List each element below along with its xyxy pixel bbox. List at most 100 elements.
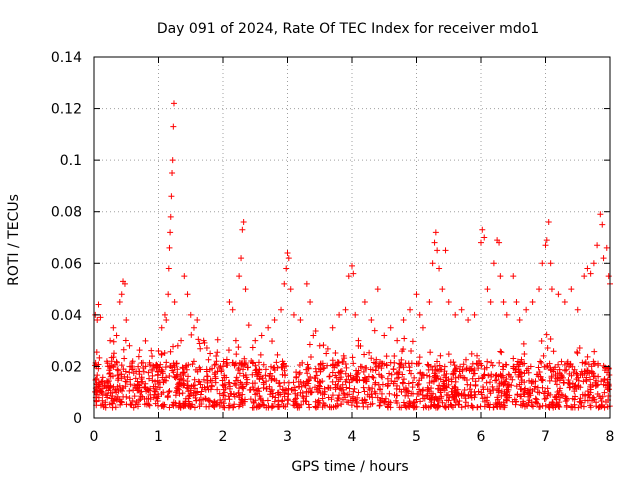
data-point [349,354,356,361]
y-tick-label: 0.04 [51,308,82,324]
data-point [350,270,357,277]
data-point [534,371,541,378]
data-point [543,395,550,402]
data-point [257,351,264,358]
data-point [118,388,125,395]
data-point [426,373,433,380]
data-point [399,348,406,355]
data-point [220,386,227,393]
data-point [488,373,495,380]
data-point [344,391,351,398]
data-point [320,342,327,349]
data-point [545,219,552,226]
data-point [142,337,149,344]
data-point [563,404,570,411]
data-point [400,399,407,406]
data-point [102,390,109,397]
data-point [384,382,391,389]
data-point [394,337,401,344]
chart-title: Day 091 of 2024, Rate Of TEC Index for r… [157,21,539,37]
data-point [123,317,130,324]
data-point [447,359,454,366]
data-point [94,372,101,379]
data-point [539,260,546,267]
data-point [321,385,328,392]
data-point [472,391,479,398]
data-point [507,373,514,380]
data-point [107,364,114,371]
data-point [269,403,276,410]
data-point [509,398,516,405]
data-point [229,306,236,313]
data-point [555,391,562,398]
data-point [576,345,583,352]
grid [94,57,610,418]
x-axis-label: GPS time / hours [291,459,408,475]
data-point [569,404,576,411]
data-point [332,402,339,409]
data-point [471,370,478,377]
data-point [238,396,245,403]
data-point [214,386,221,393]
data-point [343,398,350,405]
data-point [227,383,234,390]
data-point [253,366,260,373]
data-point [534,400,541,407]
x-tick-label: 6 [477,429,486,445]
data-point [429,260,436,267]
data-point [536,286,543,293]
data-point [277,383,284,390]
data-point [593,377,600,384]
data-point [267,388,274,395]
data-point [169,170,176,177]
data-point [426,298,433,305]
data-point [139,378,146,385]
data-point [166,404,173,411]
data-point [463,366,470,373]
data-point [465,391,472,398]
data-point [544,344,551,351]
data-point [299,359,306,366]
data-point [271,367,278,374]
data-point [304,370,311,377]
data-point [599,221,606,228]
data-point [336,385,343,392]
data-point [510,273,517,280]
data-point [357,363,364,370]
data-point [452,311,459,318]
data-point [553,381,560,388]
data-point [529,403,536,410]
data-point [299,393,306,400]
data-point [360,384,367,391]
data-point [160,379,167,386]
data-point [111,350,118,357]
data-point [563,366,570,373]
data-point [581,391,588,398]
data-point [236,385,243,392]
data-point [136,347,143,354]
data-point [158,350,165,357]
data-point [361,298,368,305]
data-point [174,342,181,349]
data-point [109,389,116,396]
data-point [183,366,190,373]
data-point [570,369,577,376]
data-point [255,359,262,366]
data-point [381,332,388,339]
data-point [584,397,591,404]
data-point [479,375,486,382]
data-point [361,396,368,403]
data-point [170,343,177,350]
data-point [582,359,589,366]
data-point [106,378,113,385]
data-point [527,363,534,370]
data-point [182,398,189,405]
data-point [155,369,162,376]
data-point [498,349,505,356]
data-point [550,404,557,411]
data-point [583,378,590,385]
data-point [448,388,455,395]
data-point [194,317,201,324]
data-point [350,388,357,395]
